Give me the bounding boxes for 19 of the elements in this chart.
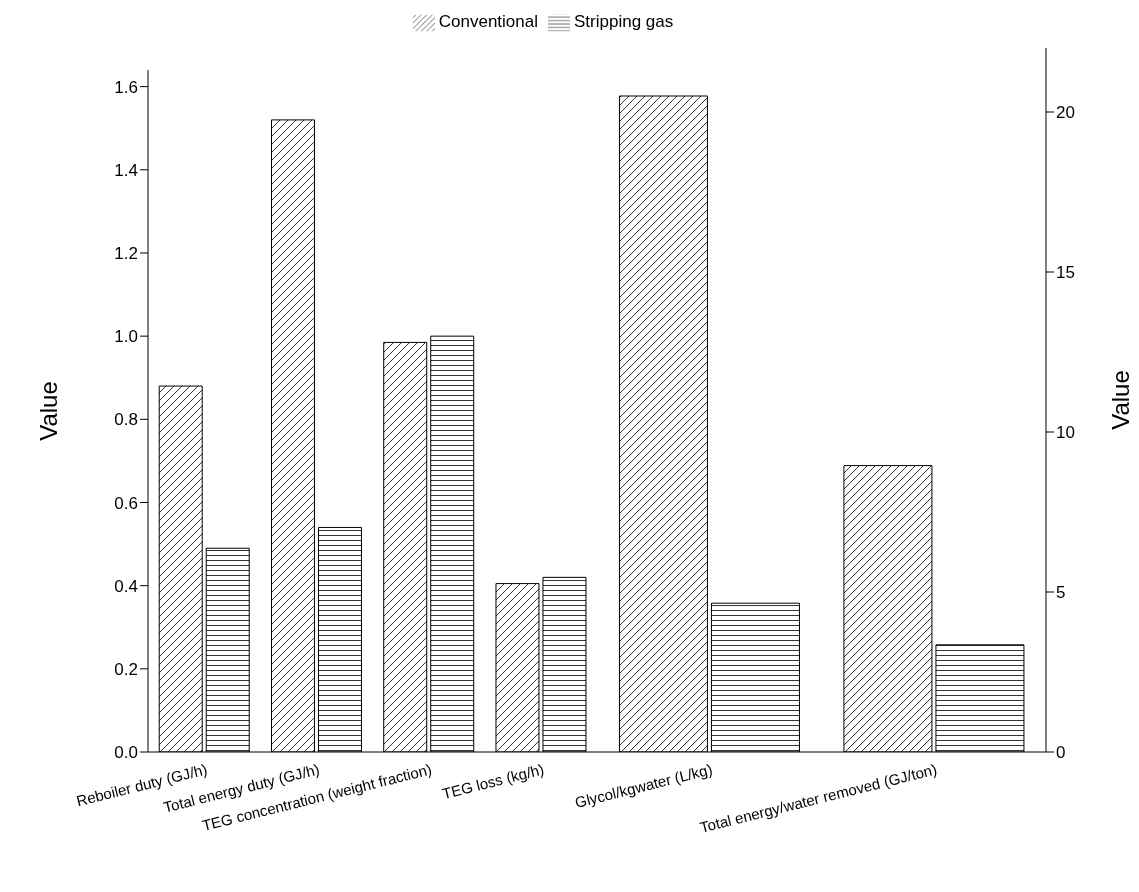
- y-tick-label: 0.2: [114, 659, 138, 679]
- y-tick-label: 1.6: [114, 77, 138, 97]
- y-tick-label: 1.2: [114, 244, 138, 264]
- legend-label: Stripping gas: [574, 12, 674, 32]
- y2-tick-label: 5: [1056, 583, 1066, 603]
- y-tick-label: 1.0: [114, 327, 138, 347]
- y2-axis-title: Value: [1106, 370, 1134, 430]
- y-tick-label: 0.8: [114, 410, 138, 430]
- y-tick-label: 0.4: [114, 576, 138, 596]
- x-tick-label: TEG loss (kg/h): [440, 760, 546, 803]
- y2-tick-label: 0: [1056, 743, 1066, 763]
- y-tick-label: 1.4: [114, 160, 138, 180]
- y-tick-label: 0.6: [114, 493, 138, 513]
- y2-tick-label: 20: [1056, 103, 1075, 123]
- y2-tick-label: 10: [1056, 423, 1075, 443]
- y-axis-title: Value: [34, 381, 62, 441]
- legend-label: Conventional: [438, 12, 538, 32]
- y2-tick-label: 15: [1056, 263, 1075, 283]
- y-tick-label: 0.0: [114, 743, 138, 763]
